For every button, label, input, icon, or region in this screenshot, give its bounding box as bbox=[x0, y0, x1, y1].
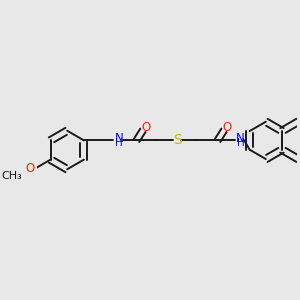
Text: N: N bbox=[115, 132, 123, 145]
Text: O: O bbox=[142, 122, 151, 134]
Text: H: H bbox=[237, 138, 244, 148]
Text: N: N bbox=[236, 132, 245, 145]
Text: O: O bbox=[223, 122, 232, 134]
Text: H: H bbox=[115, 138, 123, 148]
Text: O: O bbox=[26, 162, 35, 175]
Text: S: S bbox=[173, 134, 182, 147]
Text: CH₃: CH₃ bbox=[1, 171, 22, 181]
